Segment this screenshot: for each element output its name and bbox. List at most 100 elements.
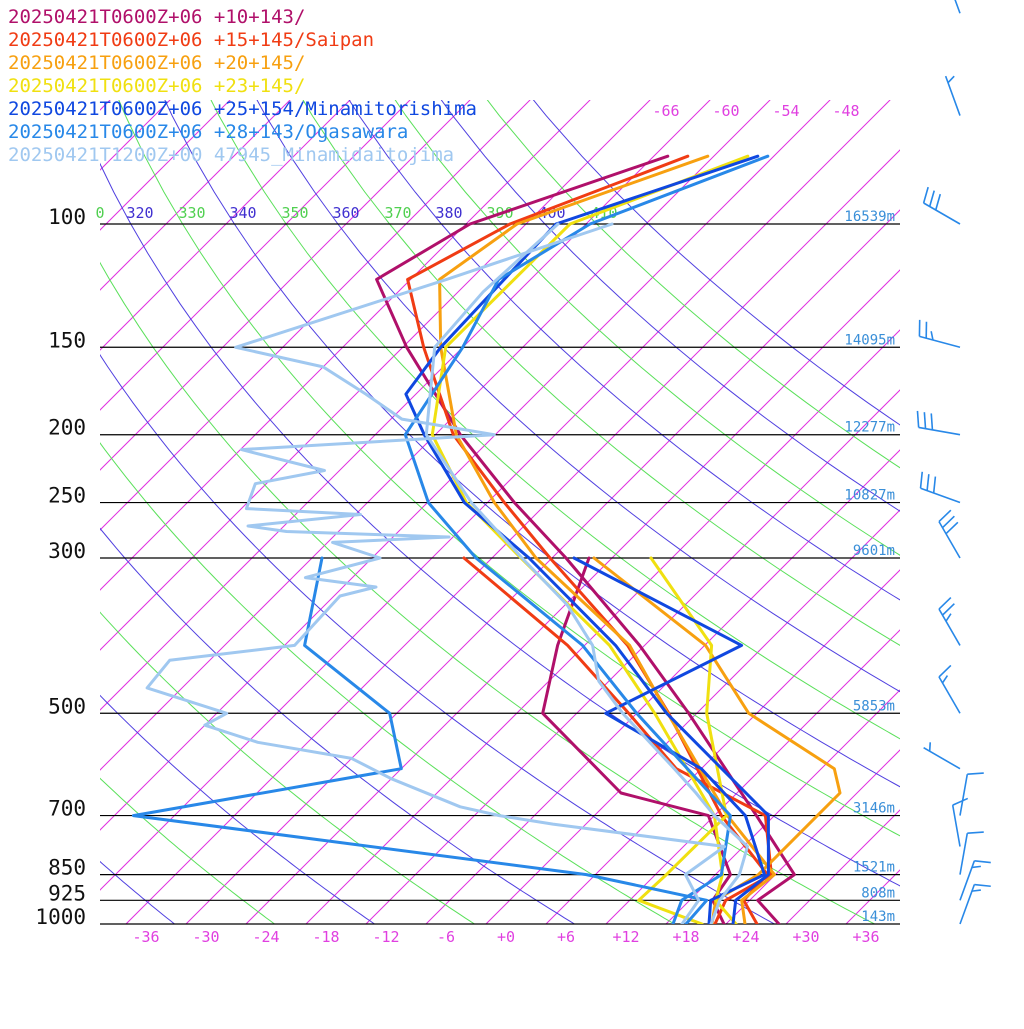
pressure-label: 500 (48, 694, 86, 718)
barb-feather (934, 477, 936, 493)
isotherm-line (366, 13, 1024, 924)
isotherm-line (546, 13, 1024, 924)
wind-barb (939, 510, 960, 558)
temperature-tick-label: -18 (312, 928, 339, 946)
barb-staff (960, 833, 967, 874)
temperature-profile-line (405, 156, 768, 924)
theta-label: 340 (229, 204, 256, 222)
pressure-label: 100 (48, 205, 86, 229)
pressure-label: 250 (48, 484, 86, 508)
pressure-label: 850 (48, 856, 86, 880)
temperature-tick-label: +18 (672, 928, 699, 946)
temperature-profile-line (377, 156, 795, 924)
barb-staff (953, 805, 960, 846)
wind-barb (924, 742, 960, 768)
upper-temperature-labels: -66 -60 -54 -48 (652, 102, 859, 120)
temperature-tick-label: -36 (132, 928, 159, 946)
legend-entry: 20250421T0600Z+06 +28+143/Ogasawara (8, 121, 408, 143)
dewpoint-profile-line (147, 224, 724, 924)
barb-feather (931, 331, 933, 340)
isotherm-line (966, 13, 1024, 924)
legend: 20250421T0600Z+06 +10+143/20250421T0600Z… (8, 6, 477, 166)
temperature-tick-label: +30 (792, 928, 819, 946)
temperature-tick-label: +6 (557, 928, 575, 946)
temperature-tick-label: +24 (732, 928, 759, 946)
pressure-label: 1000 (35, 905, 86, 929)
barb-feather (921, 472, 923, 488)
barb-feather (943, 516, 955, 527)
temperature-tick-label: +36 (852, 928, 879, 946)
legend-entry: 20250421T0600Z+06 +10+143/ (8, 6, 305, 28)
barb-feather (943, 676, 948, 683)
pressure-label: 200 (48, 416, 86, 440)
upper-temperature-label: -66 (652, 102, 679, 120)
barb-staff (960, 774, 967, 815)
isotherm-line (486, 13, 1024, 924)
theta-label: 350 (281, 204, 308, 222)
barb-feather (924, 187, 929, 203)
height-label: 14095m (844, 332, 895, 348)
barb-feather (946, 522, 958, 533)
temperature-tick-label: -12 (372, 928, 399, 946)
barb-feather (924, 412, 925, 428)
upper-temperature-label: -54 (772, 102, 799, 120)
height-label: 5853m (853, 698, 895, 714)
dewpoint-profile-line (594, 558, 840, 924)
barb-feather (917, 411, 918, 427)
height-label: 1521m (853, 860, 895, 876)
legend-entry: 20250421T0600Z+06 +23+145/ (8, 75, 305, 97)
barb-feather (943, 604, 955, 615)
barb-feather (948, 76, 954, 82)
barb-feather (967, 832, 983, 833)
height-label: 10827m (844, 488, 895, 504)
barb-feather (953, 798, 968, 805)
temperature-tick-label: -6 (437, 928, 455, 946)
theta-label: 360 (332, 204, 359, 222)
legend-entry: 20250421T0600Z+06 +20+145/ (8, 52, 305, 74)
legend-entry: 20250421T0600Z+06 +25+154/Minamitorishim… (8, 98, 477, 120)
wind-barb (939, 598, 960, 646)
wind-barb (939, 665, 960, 713)
temperature-axis-ticks: -36-30-24-18-12-6+0+6+12+18+24+30+36 (132, 928, 879, 946)
barb-feather (946, 614, 951, 621)
wind-barb (921, 472, 960, 503)
isotherm-line (846, 13, 1024, 924)
pressure-label: 300 (48, 539, 86, 563)
barb-feather (967, 773, 983, 774)
temperature-tick-label: +12 (612, 928, 639, 946)
theta-label: 330 (178, 204, 205, 222)
upper-temperature-label: -60 (712, 102, 739, 120)
barb-feather (930, 191, 935, 207)
height-label: 12277m (844, 420, 895, 436)
height-label: 808m (861, 885, 895, 901)
barb-feather (939, 665, 951, 676)
temperature-tick-label: +0 (497, 928, 515, 946)
height-label: 16539m (844, 209, 895, 225)
wind-barb (960, 861, 991, 900)
theta-label: 0 (95, 204, 104, 222)
height-label: 9601m (853, 543, 895, 559)
wind-barb (919, 320, 960, 347)
wind-barbs (917, 0, 990, 924)
barb-feather (930, 742, 931, 751)
theta-label: 320 (126, 204, 153, 222)
pressure-label: 150 (48, 328, 86, 352)
wind-barb (960, 885, 991, 924)
upper-temperature-label: -48 (832, 102, 859, 120)
wind-barb (917, 411, 960, 435)
temperature-profile-line (426, 224, 747, 924)
barb-feather (927, 474, 929, 490)
height-labels: 16539m 14095m 12277m 10827m 9601m 5853m 3146m 1… (844, 209, 895, 925)
legend-entry: 20250421T1200Z+00 47945_Minamidaitojima (8, 144, 454, 166)
theta-label: 380 (435, 204, 462, 222)
height-label: 3146m (853, 801, 895, 817)
theta-label: 370 (384, 204, 411, 222)
pressure-label: 925 (48, 881, 86, 905)
dewpoint-profile-line (133, 558, 706, 924)
barb-feather (939, 510, 951, 521)
isotherm-line (606, 13, 1024, 924)
wind-barb (946, 0, 960, 13)
wind-barb (960, 773, 984, 816)
